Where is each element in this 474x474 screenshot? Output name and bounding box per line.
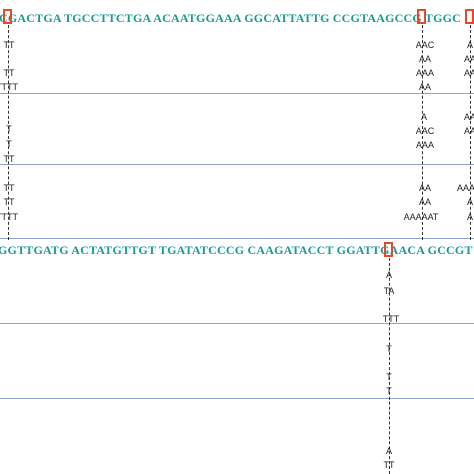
mismatch-highlight-box bbox=[417, 9, 426, 24]
separator-line bbox=[0, 238, 474, 239]
separator-line bbox=[0, 323, 474, 324]
mismatch-highlight-box bbox=[384, 242, 393, 257]
read-base-label: T bbox=[6, 139, 12, 149]
read-base-label: AA bbox=[463, 126, 474, 136]
read-base-label: A bbox=[466, 197, 474, 207]
separator-line bbox=[0, 398, 474, 399]
read-base-label: TT bbox=[3, 154, 15, 164]
read-base-label: AAA bbox=[456, 183, 474, 193]
position-marker-line bbox=[8, 25, 9, 240]
read-base-label: AAC bbox=[415, 126, 435, 136]
read-base-label: AA bbox=[463, 112, 474, 122]
read-base-label: A bbox=[466, 212, 474, 222]
read-base-label: AAA bbox=[415, 68, 435, 78]
mismatch-highlight-box bbox=[465, 9, 474, 24]
read-base-label: T bbox=[6, 124, 12, 134]
read-base-label: A bbox=[385, 446, 393, 456]
read-base-label: AA bbox=[418, 197, 432, 207]
mismatch-highlight-box bbox=[3, 9, 12, 24]
read-base-label: AAAAAT bbox=[403, 212, 439, 222]
top-sequence: CGACTGA TGCCTTCTGA ACAATGGAAA GGCATTATTG… bbox=[0, 11, 462, 25]
read-base-label: AA bbox=[418, 82, 432, 92]
separator-line bbox=[0, 93, 474, 94]
position-marker-line bbox=[470, 25, 471, 240]
read-base-label: AA bbox=[463, 68, 474, 78]
read-base-label: TT bbox=[3, 40, 15, 50]
read-base-label: T bbox=[386, 386, 392, 396]
read-base-label: TT bbox=[3, 197, 15, 207]
read-base-label: T bbox=[386, 344, 392, 354]
read-base-label: AAC bbox=[415, 40, 435, 50]
read-base-label: TT bbox=[3, 183, 15, 193]
read-base-label: AA bbox=[418, 54, 432, 64]
read-base-label: TT bbox=[383, 460, 395, 470]
position-marker-line bbox=[389, 258, 390, 474]
read-base-label: AA bbox=[418, 183, 432, 193]
read-base-label: A bbox=[466, 40, 474, 50]
read-base-label: AA bbox=[463, 54, 474, 64]
read-base-label: A bbox=[385, 270, 393, 280]
read-base-label: T bbox=[386, 372, 392, 382]
read-base-label: AAA bbox=[415, 140, 435, 150]
read-base-label: A bbox=[420, 112, 428, 122]
read-base-label: TT bbox=[3, 68, 15, 78]
position-marker-line bbox=[422, 25, 423, 240]
read-base-label: TTT bbox=[382, 314, 400, 324]
separator-line bbox=[0, 164, 474, 165]
bottom-sequence: GGTTGATG ACTATGTTGT TGATATCCCG CAAGATACC… bbox=[0, 243, 473, 257]
read-base-label: TA bbox=[383, 286, 395, 296]
